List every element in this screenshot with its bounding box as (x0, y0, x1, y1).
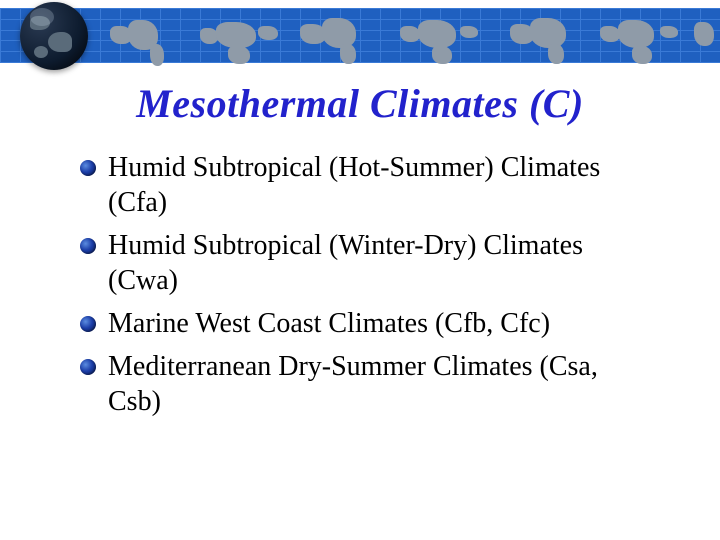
globe-land-shape (48, 32, 72, 52)
continent-shape (432, 46, 452, 64)
grid-line (0, 8, 720, 9)
continent-shape (400, 26, 420, 42)
continent-shape (418, 20, 456, 48)
continent-shape (548, 44, 564, 64)
bullet-text: Humid Subtropical (Hot-Summer) Climates … (108, 150, 640, 220)
bullet-dot-icon (80, 160, 96, 176)
bullet-item: Humid Subtropical (Hot-Summer) Climates … (80, 150, 640, 220)
world-map-banner (0, 0, 720, 70)
grid-line (100, 8, 101, 62)
grid-line (360, 8, 361, 62)
continent-shape (216, 22, 256, 48)
bullet-text: Humid Subtropical (Winter-Dry) Climates … (108, 228, 640, 298)
globe-icon (20, 2, 88, 70)
continent-shape (694, 22, 714, 46)
bullet-item: Marine West Coast Climates (Cfb, Cfc) (80, 306, 640, 341)
grid-line (500, 8, 501, 62)
grid-line (280, 8, 281, 62)
grid-line (680, 8, 681, 62)
continent-shape (322, 18, 356, 48)
grid-line (0, 8, 1, 62)
grid-line (0, 19, 720, 20)
continent-shape (150, 44, 164, 66)
bullet-text: Marine West Coast Climates (Cfb, Cfc) (108, 306, 550, 341)
bullet-item: Humid Subtropical (Winter-Dry) Climates … (80, 228, 640, 298)
grid-line (180, 8, 181, 62)
continent-shape (340, 44, 356, 64)
bullet-item: Mediterranean Dry-Summer Climates (Csa, … (80, 349, 640, 419)
continent-shape (258, 26, 278, 40)
globe-land-shape (30, 16, 50, 30)
grid-line (380, 8, 381, 62)
continent-shape (632, 46, 652, 64)
continent-shape (228, 46, 250, 64)
bullet-dot-icon (80, 238, 96, 254)
bullet-dot-icon (80, 359, 96, 375)
slide-title: Mesothermal Climates (C) (0, 80, 720, 127)
slide-root: Mesothermal Climates (C) Humid Subtropic… (0, 0, 720, 540)
continent-shape (460, 26, 478, 38)
banner-background (0, 8, 720, 62)
continent-shape (660, 26, 678, 38)
bullet-text: Mediterranean Dry-Summer Climates (Csa, … (108, 349, 640, 419)
globe-land-shape (34, 46, 48, 58)
continent-shape (530, 18, 566, 48)
grid-line (480, 8, 481, 62)
grid-line (0, 51, 720, 52)
continent-shape (600, 26, 620, 42)
grid-line (580, 8, 581, 62)
grid-line (0, 62, 720, 63)
bullet-list: Humid Subtropical (Hot-Summer) Climates … (80, 150, 640, 427)
bullet-dot-icon (80, 316, 96, 332)
continent-shape (618, 20, 654, 48)
